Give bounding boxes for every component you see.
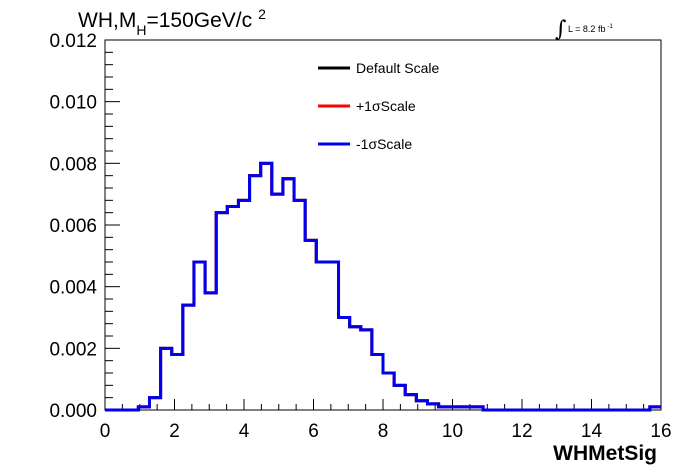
x-tick-label: 6 — [308, 421, 319, 442]
luminosity-label: L = 8.2 fb -1 — [568, 24, 613, 34]
y-tick-label: 0.004 — [49, 278, 97, 299]
legend-label-2: -1σScale — [356, 136, 412, 152]
luminosity-sup: -1 — [607, 24, 613, 30]
x-tick-label: 10 — [442, 421, 463, 442]
y-tick-label: 0.000 — [49, 401, 97, 422]
legend-label-0: Default Scale — [356, 60, 439, 76]
x-tick-label: 0 — [100, 421, 111, 442]
luminosity-integral: ∫ — [555, 17, 567, 42]
y-tick-label: 0.010 — [49, 93, 97, 114]
y-tick-label: 0.002 — [49, 339, 97, 360]
x-tick-label: 8 — [378, 421, 389, 442]
x-tick-label: 4 — [239, 421, 250, 442]
series-line-2 — [105, 161, 661, 412]
luminosity-text: L = 8.2 fb — [568, 24, 605, 34]
series-layer — [105, 161, 661, 412]
plot-title-main: WH,M — [78, 9, 136, 32]
legend: Default Scale +1σScale -1σScale — [318, 60, 439, 152]
y-tick-label: 0.008 — [49, 154, 97, 175]
plot-title-sub: H — [136, 22, 146, 38]
x-tick-label: 2 — [169, 421, 180, 442]
y-tick-label: 0.006 — [49, 216, 97, 237]
plot-title: WH,MH=150GeV/c 2 — [78, 6, 266, 38]
x-tick-label: 12 — [511, 421, 532, 442]
x-tick-label: 16 — [650, 421, 671, 442]
y-tick-label: 0.012 — [49, 31, 97, 52]
plot-title-rest: =150GeV/c — [146, 9, 252, 32]
axes: 0 2 4 6 8 10 12 14 16 0.000 0.002 0.004 0.006 0.008 0.… — [49, 31, 671, 442]
x-axis-title: WHMetSig — [553, 442, 657, 465]
legend-label-1: +1σScale — [356, 98, 416, 114]
plot-title-sup: 2 — [258, 6, 266, 22]
x-tick-label: 14 — [581, 421, 603, 442]
